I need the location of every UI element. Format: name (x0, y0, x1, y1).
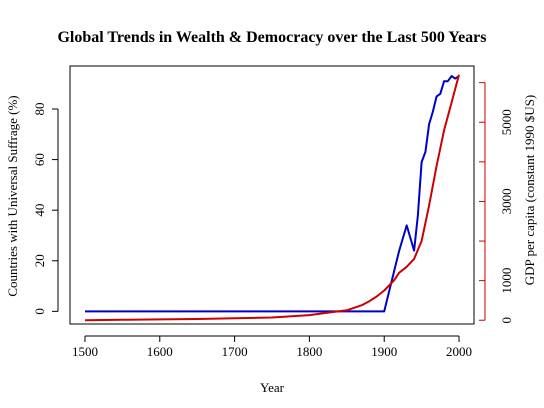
x-tick-label: 1500 (72, 344, 98, 359)
y-right-axis-label: GDP per capita (constant 1990 $US) (522, 95, 537, 286)
plot-frame (69, 65, 475, 325)
y-right-tick-label: 3000 (499, 188, 514, 214)
y-left-tick-label: 0 (32, 308, 47, 315)
x-tick-label: 2000 (446, 344, 472, 359)
x-tick-label: 1800 (296, 344, 322, 359)
y-right-tick-label: 0 (499, 317, 514, 324)
chart-title: Global Trends in Wealth & Democracy over… (57, 29, 486, 46)
x-tick-label: 1700 (222, 344, 248, 359)
x-axis-label: Year (260, 380, 285, 395)
x-tick-label: 1900 (371, 344, 397, 359)
y-left-tick-label: 60 (32, 153, 47, 166)
y-right-tick-label: 5000 (499, 109, 514, 135)
gdp-line (84, 74, 460, 322)
x-axis: 1500 1600 1700 1800 1900 2000 (72, 335, 472, 359)
suffrage-line (85, 75, 460, 313)
y-right-axis: 0 1000 3000 5000 (479, 82, 514, 324)
series-layer (84, 74, 460, 322)
x-tick-label: 1600 (147, 344, 173, 359)
y-left-axis-label: Countries with Universal Suffrage (%) (5, 95, 20, 296)
y-left-tick-label: 80 (32, 103, 47, 116)
y-right-tick-label: 1000 (499, 268, 514, 294)
y-left-tick-label: 40 (32, 204, 47, 217)
y-left-tick-label: 20 (32, 254, 47, 267)
y-left-axis: 0 20 40 60 80 (32, 103, 59, 315)
